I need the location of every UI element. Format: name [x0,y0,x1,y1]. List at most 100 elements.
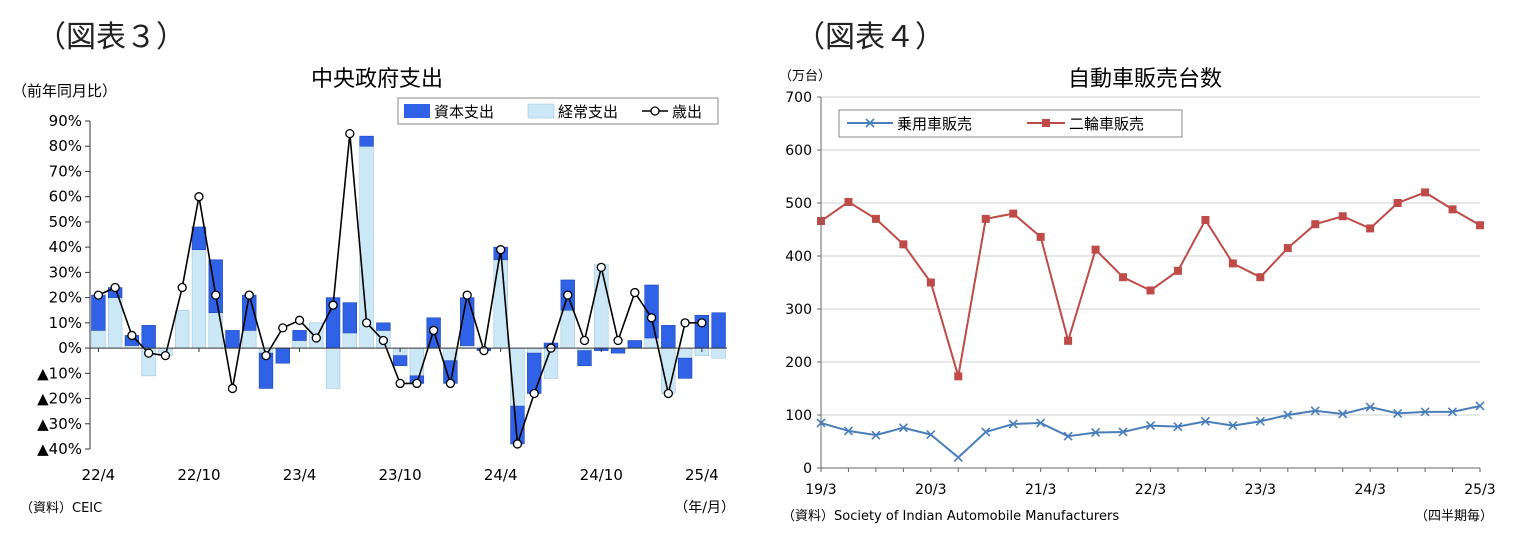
two-wheelers-sales-point [1064,336,1073,345]
figure-4-label: （図表４） [795,20,945,55]
total-spending-point [294,315,305,325]
two-wheelers-sales-point [1091,245,1100,254]
y-tick-label: 500 [785,196,812,212]
chart-title: 自動車販売台数 [1068,67,1222,92]
legend-capital-label: 資本支出 [434,103,494,121]
chart-title: 中央政府支出 [311,67,443,92]
total-spending-point [680,318,690,328]
x-tick-label: 20/3 [915,482,946,498]
capital-spending-bar [627,340,642,349]
total-spending-point [630,287,640,298]
total-spending-point [613,335,623,346]
capital-spending-bar [644,284,659,339]
y-tick-label: 700 [785,90,812,106]
capital-spending-bar [91,294,106,331]
x-tick-label: 23/3 [1245,482,1276,498]
total-spending-point [261,350,271,361]
total-spending-point [697,318,707,328]
capital-spending-bar [191,226,207,250]
current-spending-bar [527,347,542,354]
y-tick-label: 80% [49,137,82,155]
x-tick-label: 24/3 [1354,482,1385,498]
capital-spending-bar [577,350,592,367]
government-spending-chart: 90% 80% 70% 60% 50% 40% 30% 20% 10% 0% ▲10% ▲20% ▲30… [12,67,735,516]
x-tick-label: 22/4 [82,466,116,484]
total-spending-point [93,290,104,300]
two-wheelers-sales-point [1119,273,1128,282]
total-spending-point [144,348,154,358]
cars-sales-point [1393,408,1403,418]
legend-two-wheelers-label: 二輪車販売 [1069,115,1144,133]
cars-sales-point [1365,402,1375,412]
y-tick-label: 200 [785,355,812,371]
current-spending-bar [107,297,123,349]
total-spending-point [529,388,539,399]
cars-sales-point [898,423,908,433]
total-spending-point [479,345,489,356]
current-spending-bar [711,347,726,359]
two-wheelers-sales-point [1009,209,1018,218]
source-note: （資料）Society of Indian Automobile Manufac… [782,509,1119,524]
cars-sales-point [1118,427,1128,437]
current-spending-bar [560,309,575,349]
cars-sales-point [1310,406,1320,416]
x-tick-label: 19/3 [805,482,836,498]
cars-sales-point [1475,401,1485,411]
total-spending-point [428,325,439,336]
total-spending-point [278,323,288,333]
total-spending-point [194,192,204,202]
cars-sales-point [1338,409,1348,419]
x-tick-label: 23/4 [283,466,317,484]
two-wheelers-sales-point [981,214,990,223]
y-tick-label: ▲10% [37,364,82,382]
legend: 資本支出 経常支出 歳出 [397,97,719,125]
two-wheelers-sales-point [1256,273,1265,282]
cars-sales-point [981,427,991,437]
y-tick-label: 60% [49,188,82,206]
y-tick-label: 10% [49,314,82,332]
two-wheelers-sales-point [899,240,908,249]
figure-3-label: （図表３） [36,20,186,55]
cars-sales-point [1063,431,1073,441]
total-spending-point [512,439,523,449]
capital-spending-bar [359,135,374,147]
axes-group: 90% 80% 70% 60% 50% 40% 30% 20% 10% 0% ▲10% ▲20% ▲30… [37,112,727,484]
y-tick-label: ▲20% [37,390,82,408]
cars-sales-point [1447,407,1458,417]
total-spending-point [177,282,187,293]
total-spending-point [563,290,573,300]
total-spending-point [378,335,389,346]
y-tick-label: 0% [58,339,82,357]
current-spending-bar [91,330,106,349]
total-spending-point [445,378,456,389]
y-tick-label: 100 [785,408,812,424]
total-line-group [93,128,707,449]
total-spending-point [663,388,673,399]
current-spending-bar [175,309,190,349]
x-axis-unit-label: （年/月） [674,500,735,516]
x-tick-label: 24/4 [484,466,518,484]
two-wheelers-sales-point [1393,199,1402,207]
capital-spending-bar [292,330,307,341]
legend: 乗用車販売 二輪車販売 [838,109,1183,138]
cars-sales-line [820,405,1481,459]
legend-current-swatch [527,103,555,119]
total-spending-point [596,262,606,272]
cars-sales-point [1036,418,1046,428]
total-spending-point [311,333,321,343]
x-tick-label: 24/10 [580,466,623,484]
y-tick-label: ▲30% [37,415,82,433]
plot-area [821,96,1480,469]
two-wheelers-sales-point [1476,221,1484,230]
vehicle-sales-chart: 0 100 200 300 400 500 600 700 19/3 20/3 21/3 22/3 23… [779,67,1496,524]
current-spending-bar [325,347,341,389]
legend-current-label: 経常支出 [558,103,618,121]
current-spending-bar [191,249,207,349]
total-spending-point [395,378,405,389]
two-wheelers-sales-point [871,214,880,223]
two-wheelers-sales-point [1283,244,1292,253]
legend-two-wheelers-marker [1042,119,1050,127]
total-spending-point [160,350,171,361]
y-axis-label: （前年同月比） [12,82,117,100]
total-spending-point [227,383,238,394]
